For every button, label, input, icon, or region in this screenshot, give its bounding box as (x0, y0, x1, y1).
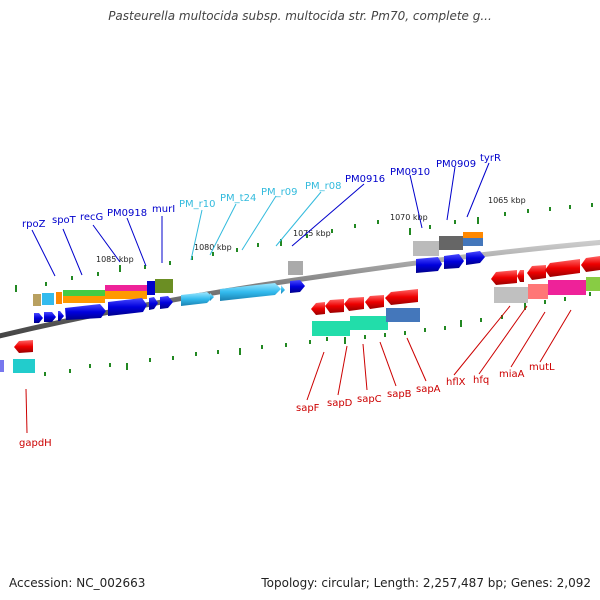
gene-arrow (365, 295, 384, 309)
gene-arrow (58, 311, 64, 321)
gene-label-PM_t24: PM_t24 (220, 193, 256, 204)
forward-genes-upper-mid (288, 261, 305, 293)
scale-label-1080: 1080 kbp (194, 243, 232, 252)
rna-arrow (210, 293, 214, 301)
gene-label-PM_r10: PM_r10 (179, 199, 216, 210)
gene-label-sapA: sapA (416, 384, 441, 395)
upper-gene-labels: rpoZ spoT recG PM0918 murI PM_r10 PM_t24… (22, 153, 501, 230)
gene-arrow (290, 280, 305, 293)
gene-arrow (466, 251, 485, 265)
scale-label-1075: 1075 kbp (293, 229, 331, 238)
reverse-genes-lower-right (491, 256, 600, 303)
gene-arrow (14, 340, 33, 353)
topology-label: Topology: circular; Length: 2,257,487 bp… (261, 576, 591, 590)
gene-label-rpoZ: rpoZ (22, 219, 46, 230)
gene-arrow (149, 297, 158, 310)
gene-label-sapF: sapF (296, 403, 320, 414)
scale-label-1065: 1065 kbp (488, 196, 526, 205)
gene-arrow (325, 299, 344, 313)
gene-label-sapB: sapB (387, 389, 412, 400)
forward-genes-upper-right (413, 232, 485, 273)
gene-label-PM0916: PM0916 (345, 174, 385, 185)
gene-arrow (581, 256, 600, 272)
accession-label: Accession: NC_002663 (9, 576, 146, 590)
gene-label-tyrR: tyrR (480, 153, 501, 164)
gene-label-hfq: hfq (473, 375, 489, 386)
gene-label-gapdH: gapdH (19, 438, 52, 449)
gene-label-PM0910: PM0910 (390, 167, 430, 178)
gene-label-PM_r08: PM_r08 (305, 181, 342, 192)
scale-label-1085: 1085 kbp (96, 255, 134, 264)
rna-arrow (220, 283, 281, 301)
gene-arrow (160, 296, 173, 309)
forward-genes-upper-left (34, 296, 173, 323)
gene-label-sapC: sapC (357, 394, 382, 405)
gene-label-murI: murI (152, 204, 175, 215)
lower-gene-labels: gapdH sapF sapD sapC sapB sapA hflX hfq … (19, 362, 555, 449)
gene-arrow (311, 302, 325, 315)
map-title: Pasteurella multocida subsp. multocida s… (108, 9, 492, 23)
gene-arrow (34, 313, 43, 323)
cog-bands-upper-left (33, 279, 173, 306)
gene-label-PM0918: PM0918 (107, 208, 147, 219)
gene-label-hflX: hflX (446, 377, 466, 388)
gene-arrow (416, 257, 442, 273)
gene-label-recG: recG (80, 212, 103, 223)
reverse-genes-lower-left (0, 340, 35, 373)
gene-arrow (385, 289, 418, 305)
gene-label-sapD: sapD (327, 398, 353, 409)
lower-tick-marks (44, 292, 591, 376)
rna-arrow (281, 285, 285, 294)
gene-label-miaA: miaA (499, 369, 525, 380)
gene-arrow (108, 298, 147, 316)
upper-leader-lines (31, 162, 490, 277)
gene-arrow (517, 270, 524, 282)
gene-label-spoT: spoT (52, 215, 77, 226)
gene-arrow (444, 254, 464, 269)
gene-label-PM_r09: PM_r09 (261, 187, 298, 198)
gene-arrow (344, 297, 364, 311)
gene-label-PM0909: PM0909 (436, 159, 476, 170)
scale-label-1070: 1070 kbp (390, 213, 428, 222)
reverse-genes-sap-operon (311, 289, 420, 336)
rna-genes-upper (181, 283, 285, 306)
gene-arrow (527, 265, 546, 280)
gene-arrow (65, 304, 106, 320)
gene-arrow (44, 312, 56, 322)
rna-arrow (181, 292, 213, 306)
lower-leader-lines (25, 305, 572, 434)
gene-arrow (491, 270, 517, 285)
gene-arrow (545, 259, 580, 277)
gene-label-mutL: mutL (529, 362, 555, 373)
